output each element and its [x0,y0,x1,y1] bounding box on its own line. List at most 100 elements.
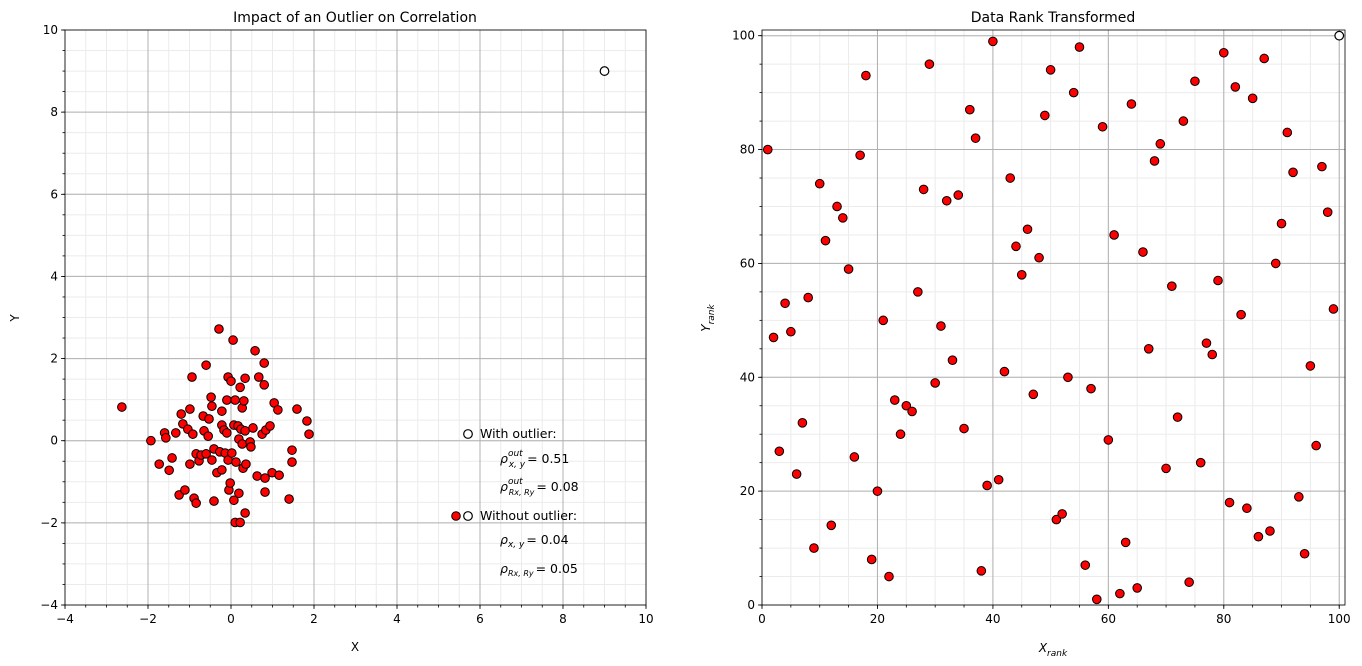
data-point [1091,594,1102,605]
data-point [1011,241,1021,252]
x-tick-label: 8 [559,612,567,626]
data-point [1040,110,1050,121]
sub: x, y [508,460,526,470]
data-point [226,376,236,386]
data-point [284,494,294,504]
data-point [924,59,935,69]
data-point [1161,463,1171,474]
y-tick-label: 80 [740,143,755,157]
y-tick-label: 20 [740,484,755,498]
data-points [117,66,610,528]
data-point [941,195,952,206]
y-tick-label: 0 [50,434,58,448]
legend-red-marker [451,511,461,521]
data-point [164,465,174,476]
x-tick-label: 80 [1216,612,1231,626]
data-point [849,452,860,462]
rho-symbol: ρ [500,479,508,494]
data-point [901,400,912,411]
data-point [797,418,808,428]
data-point [176,409,186,419]
x-tick-label: 20 [870,612,885,626]
data-point [1305,361,1316,371]
data-point [1294,492,1304,502]
data-point [237,439,248,449]
data-point [1120,537,1131,548]
data-point [222,428,232,438]
data-point [976,566,987,576]
data-point [1126,99,1137,109]
data-point [1167,281,1177,291]
data-point [1236,309,1246,320]
data-point [235,382,245,393]
legend-outlier-marker-2 [463,511,473,521]
data-point [1270,258,1281,269]
right-y-axis-label: Yrank [699,303,717,331]
data-point [1109,230,1119,240]
data-point [953,190,964,200]
data-point [146,435,156,446]
data-point [1247,93,1258,104]
data-point [240,508,250,518]
data-point [1045,65,1056,75]
data-point [1022,224,1033,235]
data-point [1132,583,1142,593]
data-point [201,360,211,370]
data-point [274,470,284,481]
data-point [201,449,211,459]
data-point [1080,560,1091,570]
data-point [1051,514,1062,525]
data-point [1265,526,1275,536]
left-y-axis-label: Y [8,314,22,323]
data-point [1155,139,1166,149]
data-point [1322,207,1333,217]
data-point [207,455,217,465]
data-point [230,395,240,405]
plot-frame [64,29,647,606]
data-point [947,355,958,365]
data-point [878,315,889,326]
legend: With outlier: ρout x, y = 0.51 ρout Rx, Ry =… [451,426,579,578]
value: = 0.04 [526,532,568,547]
data-point [814,178,825,189]
sup: out [508,477,523,487]
data-point [250,345,260,356]
data-point [214,324,224,334]
y-tick-label: 40 [740,370,755,384]
rho-symbol: ρ [500,532,508,547]
data-point [260,473,270,483]
data-point [866,554,877,565]
data-point [1213,275,1223,286]
data-point [204,414,214,424]
data-point [999,366,1010,377]
data-point [936,321,946,331]
data-point [287,457,297,467]
left-chart-outlier-impact: −4 −2 0 2 4 6 8 10 −4 −2 0 2 4 6 8 10 [40,23,653,626]
y-label-sub: rank [707,303,717,324]
data-point [1016,270,1027,280]
data-point [254,372,264,382]
legend-with-outlier-label: With outlier: [480,426,557,441]
data-point [861,70,871,81]
x-label-sub: rank [1047,649,1068,659]
right-chart-rank-transformed: 0 20 40 60 80 100 0 20 40 60 80 100 [732,29,1351,626]
x-tick-label: 100 [1328,612,1351,626]
legend-without-outlier-label: Without outlier: [480,508,577,523]
data-point [889,395,900,405]
data-point [1074,42,1085,52]
data-point [768,332,779,343]
data-point [884,571,894,582]
data-point [185,404,195,414]
data-point [171,428,181,438]
sub: x, y [507,540,525,550]
data-point [209,496,219,506]
x-label-main: X [1038,641,1048,655]
data-point [154,459,165,469]
data-point [1311,440,1321,451]
data-point [1005,173,1016,183]
grid [64,29,647,606]
data-point [1172,412,1183,422]
data-point [826,520,837,531]
x-tick-label: 2 [310,612,318,626]
data-point [832,201,842,212]
